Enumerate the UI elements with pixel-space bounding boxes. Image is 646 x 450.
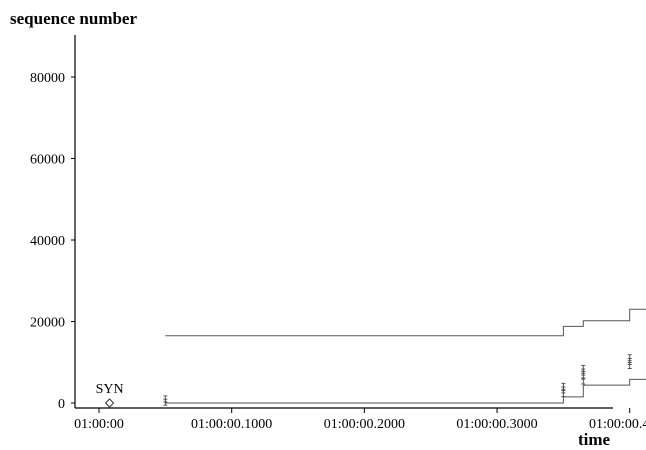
segment-markers xyxy=(163,354,632,406)
y-tick-label: 80000 xyxy=(30,71,65,86)
series-ack xyxy=(165,378,646,404)
y-tick-label: 20000 xyxy=(30,316,65,331)
syn-label: SYN xyxy=(96,382,124,397)
syn-marker xyxy=(104,398,115,408)
x-ticks: 01:00:00 01:00:00.1000 01:00:00.2000 01:00:… xyxy=(74,408,646,432)
y-tick-label: 60000 xyxy=(30,153,65,168)
segment-marker xyxy=(163,398,168,406)
x-tick-label: 01:00:00.3000 xyxy=(456,417,537,432)
x-axis-title: time xyxy=(578,430,611,449)
y-axis-title: sequence number xyxy=(10,9,137,28)
segment-marker xyxy=(627,362,632,369)
x-tick-label: 01:00:00.1000 xyxy=(191,417,272,432)
axes xyxy=(74,35,613,409)
x-tick-label: 01:00:00.2000 xyxy=(324,417,405,432)
series-receive-window xyxy=(165,308,646,337)
y-tick-label: 40000 xyxy=(30,234,65,249)
series-group xyxy=(165,308,646,404)
y-ticks: 0 20000 40000 60000 80000 xyxy=(30,71,75,412)
x-tick-label: 01:00:00 xyxy=(74,417,124,432)
y-tick-label: 0 xyxy=(58,397,65,412)
segment-marker xyxy=(581,377,586,385)
segment-marker xyxy=(561,390,566,398)
x-tick-label: 01:00:00.4000 xyxy=(589,417,646,432)
annotations: SYN xyxy=(96,382,124,408)
